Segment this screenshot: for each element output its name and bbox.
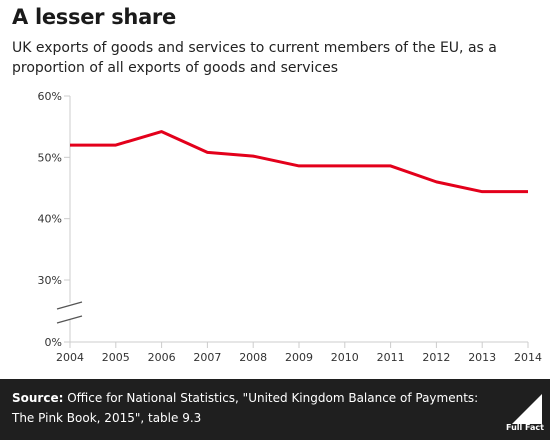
- x-tick-label: 2004: [56, 351, 84, 364]
- axis-break-marker: [56, 301, 83, 324]
- x-tick-label: 2011: [377, 351, 405, 364]
- y-tick-label: 50%: [38, 151, 62, 164]
- source-text: Office for National Statistics, "United …: [12, 391, 479, 425]
- logo-text: Full Fact: [506, 423, 544, 432]
- x-tick-label: 2006: [148, 351, 176, 364]
- chart-axes: [69, 96, 528, 343]
- x-tick-label: 2008: [239, 351, 267, 364]
- axis-break-mark: [56, 315, 83, 324]
- x-axis-ticks: 2004 2005 2006 2007 2008 2009 2010 2011 2012 2013…: [56, 342, 542, 364]
- axis-break-mark: [56, 301, 83, 310]
- line-chart: 60%50%40%30%0% 2004 2005 2006 2007 2008 2009 2…: [38, 90, 542, 364]
- y-tick-label: 40%: [38, 213, 62, 226]
- y-tick-label: 0%: [45, 336, 62, 349]
- x-tick-label: 2014: [514, 351, 542, 364]
- series-line: [70, 130, 528, 194]
- x-tick-label: 2012: [422, 351, 450, 364]
- y-tick-label: 30%: [38, 274, 62, 287]
- x-tick-label: 2009: [285, 351, 313, 364]
- source-footer: Source: Office for National Statistics, …: [0, 379, 550, 440]
- x-tick-label: 2013: [468, 351, 496, 364]
- x-tick-label: 2007: [193, 351, 221, 364]
- chart-subtitle: UK exports of goods and services to curr…: [12, 40, 497, 76]
- y-tick-label: 60%: [38, 90, 62, 103]
- chart-series: [70, 130, 528, 194]
- full-fact-logo-icon: [512, 394, 542, 424]
- x-tick-label: 2005: [102, 351, 130, 364]
- y-axis-ticks: 60% 50% 40% 30% 0%: [38, 90, 70, 349]
- chart-title: A lesser share: [12, 5, 176, 29]
- x-tick-label: 2010: [331, 351, 359, 364]
- source-label: Source:: [12, 391, 64, 405]
